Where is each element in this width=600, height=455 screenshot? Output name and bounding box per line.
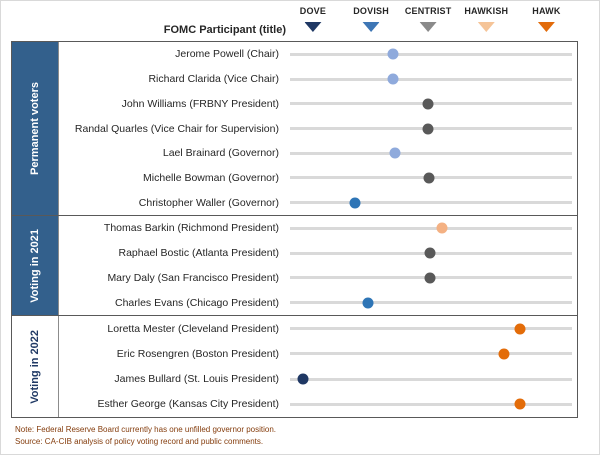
participant-row: Charles Evans (Chicago President) [59,290,577,315]
group-sidebar-voting-2022: Voting in 2022 [12,316,59,417]
participant-label: Raphael Bostic (Atlanta President) [118,247,280,260]
scale-item-dovish: DOVISH [353,6,389,32]
stance-dot [436,222,448,234]
scale-label-dovish: DOVISH [353,6,389,16]
participant-label: Eric Rosengren (Boston President) [116,347,279,360]
stance-track [290,48,572,60]
scale-label-hawkish: HAWKISH [464,6,509,16]
scale-item-hawk: HAWK [532,6,560,32]
stance-track [290,222,572,234]
participant-row: Christopher Waller (Governor) [59,190,577,215]
participant-label: Randal Quarles (Vice Chair for Supervisi… [74,122,279,135]
centrist-triangle-icon [419,22,437,32]
group-label: Voting in 2022 [29,329,41,404]
scale-item-dove: DOVE [300,6,326,32]
participant-label: Richard Clarida (Vice Chair) [148,73,279,86]
group-label: Voting in 2021 [29,228,41,303]
participant-row: John Williams (FRBNY President) [59,91,577,116]
stance-dot [424,247,436,259]
stance-dot [387,73,399,85]
participant-label: Michelle Bowman (Governor) [143,171,279,184]
scale-item-hawkish: HAWKISH [464,6,508,32]
hawk-triangle-icon [537,22,555,32]
participant-row: Eric Rosengren (Boston President) [59,341,577,366]
stance-track [290,373,572,385]
participant-row: Esther George (Kansas City President) [59,392,577,417]
source-line: Source: CA-CIB analysis of policy voting… [15,436,264,446]
stance-track [290,398,572,410]
rows-voting-2021: Thomas Barkin (Richmond President) Rapha… [59,216,577,315]
group-sidebar-permanent-voters: Permanent voters [12,42,59,215]
dove-triangle-icon [304,22,322,32]
group-label: Permanent voters [29,82,41,175]
stance-track [290,197,572,209]
note-line: Note: Federal Reserve Board currently ha… [15,425,277,434]
participant-row: Michelle Bowman (Governor) [59,166,577,191]
participant-row: Raphael Bostic (Atlanta President) [59,241,577,266]
participant-label: James Bullard (St. Louis President) [114,373,279,386]
stance-dot [362,297,374,309]
participant-label: Loretta Mester (Cleveland President) [107,322,279,335]
scale-label-centrist: CENTRIST [404,6,452,16]
hawkish-triangle-icon [477,22,495,32]
stance-track [290,172,572,184]
group-voting-2021: Voting in 2021 Thomas Barkin (Richmond P… [12,215,577,315]
stance-dot [297,373,309,385]
dove-hawk-scale: DOVE DOVISH CENTRIST HAWKISH HAWK [291,6,572,41]
participant-row: Jerome Powell (Chair) [59,42,577,67]
participant-row: Randal Quarles (Vice Chair for Supervisi… [59,116,577,141]
participant-label: Lael Brainard (Governor) [162,147,279,160]
stance-dot [422,123,434,135]
participant-label: Charles Evans (Chicago President) [115,296,279,309]
stance-dot [514,398,526,410]
participant-label: John Williams (FRBNY President) [121,97,279,110]
stance-dot [498,348,510,360]
participant-row: Lael Brainard (Governor) [59,141,577,166]
fomc-participant-axis-label: FOMC Participant (title) [163,24,286,36]
participant-label: Thomas Barkin (Richmond President) [103,222,279,235]
stance-track [290,348,572,360]
participant-row: James Bullard (St. Louis President) [59,367,577,392]
chart-box: Permanent voters Jerome Powell (Chair) R… [11,41,578,418]
rows-voting-2022: Loretta Mester (Cleveland President) Eri… [59,316,577,417]
stance-dot [387,48,399,60]
participant-label: Christopher Waller (Governor) [138,196,279,209]
scale-label-hawk: HAWK [532,6,561,16]
group-voting-2022: Voting in 2022 Loretta Mester (Cleveland… [12,315,577,417]
scale-item-centrist: CENTRIST [405,6,452,32]
participant-row: Mary Daly (San Francisco President) [59,266,577,291]
group-permanent-voters: Permanent voters Jerome Powell (Chair) R… [12,42,577,215]
stance-dot [514,323,526,335]
stance-dot [389,147,401,159]
footnotes: Note: Federal Reserve Board currently ha… [15,424,276,447]
stance-track [290,98,572,110]
participant-row: Richard Clarida (Vice Chair) [59,67,577,92]
stance-track [290,147,572,159]
stance-track [290,73,572,85]
stance-track [290,323,572,335]
participant-row: Thomas Barkin (Richmond President) [59,216,577,241]
participant-label: Jerome Powell (Chair) [175,48,279,61]
stance-dot [349,197,361,209]
rows-permanent-voters: Jerome Powell (Chair) Richard Clarida (V… [59,42,577,215]
scale-label-dove: DOVE [299,6,327,16]
stance-track [290,123,572,135]
stance-track [290,272,572,284]
stance-dot [424,272,436,284]
stance-dot [422,98,434,110]
stance-track [290,247,572,259]
participant-row: Loretta Mester (Cleveland President) [59,316,577,341]
dovish-triangle-icon [362,22,380,32]
group-sidebar-voting-2021: Voting in 2021 [12,216,59,315]
participant-label: Mary Daly (San Francisco President) [107,271,279,284]
stance-dot [423,172,435,184]
participant-label: Esther George (Kansas City President) [97,398,280,411]
stance-track [290,297,572,309]
